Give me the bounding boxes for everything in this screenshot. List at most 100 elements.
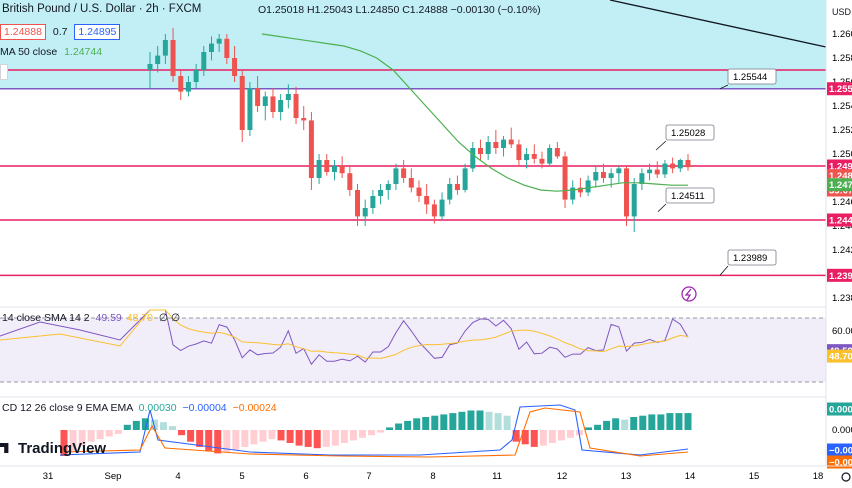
candle[interactable] — [624, 166, 630, 226]
candle[interactable] — [247, 82, 253, 136]
candle[interactable] — [155, 46, 161, 73]
candle[interactable] — [662, 160, 668, 178]
price-callout[interactable]: 1.25028 — [655, 124, 715, 151]
candle[interactable] — [293, 86, 299, 124]
rsi-line[interactable] — [0, 309, 689, 366]
candle[interactable] — [355, 184, 361, 226]
settings-gear-icon[interactable] — [841, 472, 851, 482]
candle[interactable] — [477, 139, 483, 160]
candle[interactable] — [654, 161, 660, 178]
candle[interactable] — [362, 199, 368, 226]
candle[interactable] — [347, 166, 353, 196]
candle[interactable] — [370, 190, 376, 214]
candle[interactable] — [600, 163, 606, 183]
candle[interactable] — [562, 151, 568, 208]
price-callout[interactable]: 1.25544 — [719, 68, 777, 90]
candle[interactable] — [547, 144, 553, 166]
candle[interactable] — [531, 144, 537, 164]
macd-badge: −0.00 — [827, 443, 852, 457]
rsi-ma-line[interactable] — [0, 309, 689, 359]
candle[interactable] — [239, 70, 245, 142]
bid-button[interactable]: 1.24888 — [0, 24, 46, 40]
candle[interactable] — [485, 136, 491, 160]
candle[interactable] — [301, 106, 307, 130]
ask-button[interactable]: 1.24895 — [74, 24, 121, 40]
candle[interactable] — [516, 139, 522, 166]
trendline[interactable] — [609, 0, 827, 48]
candle[interactable] — [208, 36, 214, 61]
callout-text: 1.25028 — [671, 128, 705, 139]
candle[interactable] — [193, 64, 199, 88]
candle[interactable] — [508, 127, 514, 148]
candle[interactable] — [308, 112, 314, 190]
candle[interactable] — [378, 184, 384, 205]
candle[interactable] — [554, 142, 560, 159]
candle[interactable] — [162, 34, 168, 64]
price-callout[interactable]: 1.24511 — [657, 187, 715, 212]
sma-legend[interactable]: MA 50 close 1.24744 — [0, 46, 102, 58]
candle[interactable] — [431, 199, 437, 224]
candle[interactable] — [324, 154, 330, 176]
candle[interactable] — [501, 136, 507, 157]
candle[interactable] — [424, 184, 430, 214]
macd-legend[interactable]: CD 12 26 close 9 EMA EMA 0.00030 −0.0000… — [2, 402, 277, 414]
candle[interactable] — [631, 178, 637, 232]
candle[interactable] — [385, 180, 391, 200]
candle[interactable] — [585, 175, 591, 196]
candle[interactable] — [677, 158, 683, 172]
candle[interactable] — [224, 34, 230, 64]
sma-50-line[interactable] — [261, 33, 688, 192]
candle[interactable] — [255, 76, 261, 112]
signal-line[interactable] — [59, 407, 689, 458]
candle[interactable] — [416, 180, 422, 202]
price-callout[interactable]: 1.23989 — [719, 249, 777, 276]
sma-legend-value: 1.24744 — [64, 46, 103, 58]
candle[interactable] — [616, 166, 622, 183]
candle[interactable] — [285, 84, 291, 109]
candle[interactable] — [539, 151, 545, 169]
candle-body — [370, 196, 376, 208]
macd-histogram-bar — [485, 411, 493, 430]
candle[interactable] — [393, 163, 399, 190]
symbol-title[interactable]: British Pound / U.S. Dollar · 2h · FXCM — [2, 3, 201, 15]
candle[interactable] — [147, 52, 153, 88]
candle[interactable] — [462, 163, 468, 193]
candle[interactable] — [470, 142, 476, 172]
collapse-legend-toggle[interactable] — [0, 64, 8, 80]
candle[interactable] — [216, 34, 222, 52]
alert-icon[interactable] — [681, 286, 697, 302]
candle[interactable] — [647, 163, 653, 181]
candle[interactable] — [401, 160, 407, 183]
rsi-legend[interactable]: 14 close SMA 14 2 49.59 48.70 ∅ ∅ — [2, 312, 180, 324]
candle[interactable] — [278, 94, 284, 121]
candle[interactable] — [316, 154, 322, 184]
candle[interactable] — [447, 178, 453, 205]
candle[interactable] — [524, 148, 530, 169]
candle[interactable] — [185, 76, 191, 97]
candle[interactable] — [639, 168, 645, 190]
candle[interactable] — [232, 46, 238, 82]
candle[interactable] — [570, 180, 576, 205]
candle-body — [362, 208, 368, 217]
candle[interactable] — [201, 46, 207, 76]
candle[interactable] — [577, 178, 583, 198]
candle[interactable] — [670, 157, 676, 174]
sma-legend-text: MA 50 close — [0, 46, 58, 58]
candle[interactable] — [331, 160, 337, 181]
candle[interactable] — [170, 28, 176, 82]
candle[interactable] — [408, 168, 414, 193]
candle[interactable] — [685, 154, 691, 171]
macd-line[interactable] — [59, 404, 689, 456]
time-tick: 8 — [430, 471, 435, 482]
candle[interactable] — [339, 156, 345, 178]
candle[interactable] — [178, 70, 184, 100]
candle[interactable] — [270, 88, 276, 118]
candle[interactable] — [262, 91, 268, 121]
candle[interactable] — [439, 192, 445, 220]
candle[interactable] — [454, 175, 460, 195]
price-badge-bg — [827, 268, 852, 282]
candle[interactable] — [593, 166, 599, 188]
callout-box — [727, 68, 777, 85]
candle[interactable] — [493, 130, 499, 154]
